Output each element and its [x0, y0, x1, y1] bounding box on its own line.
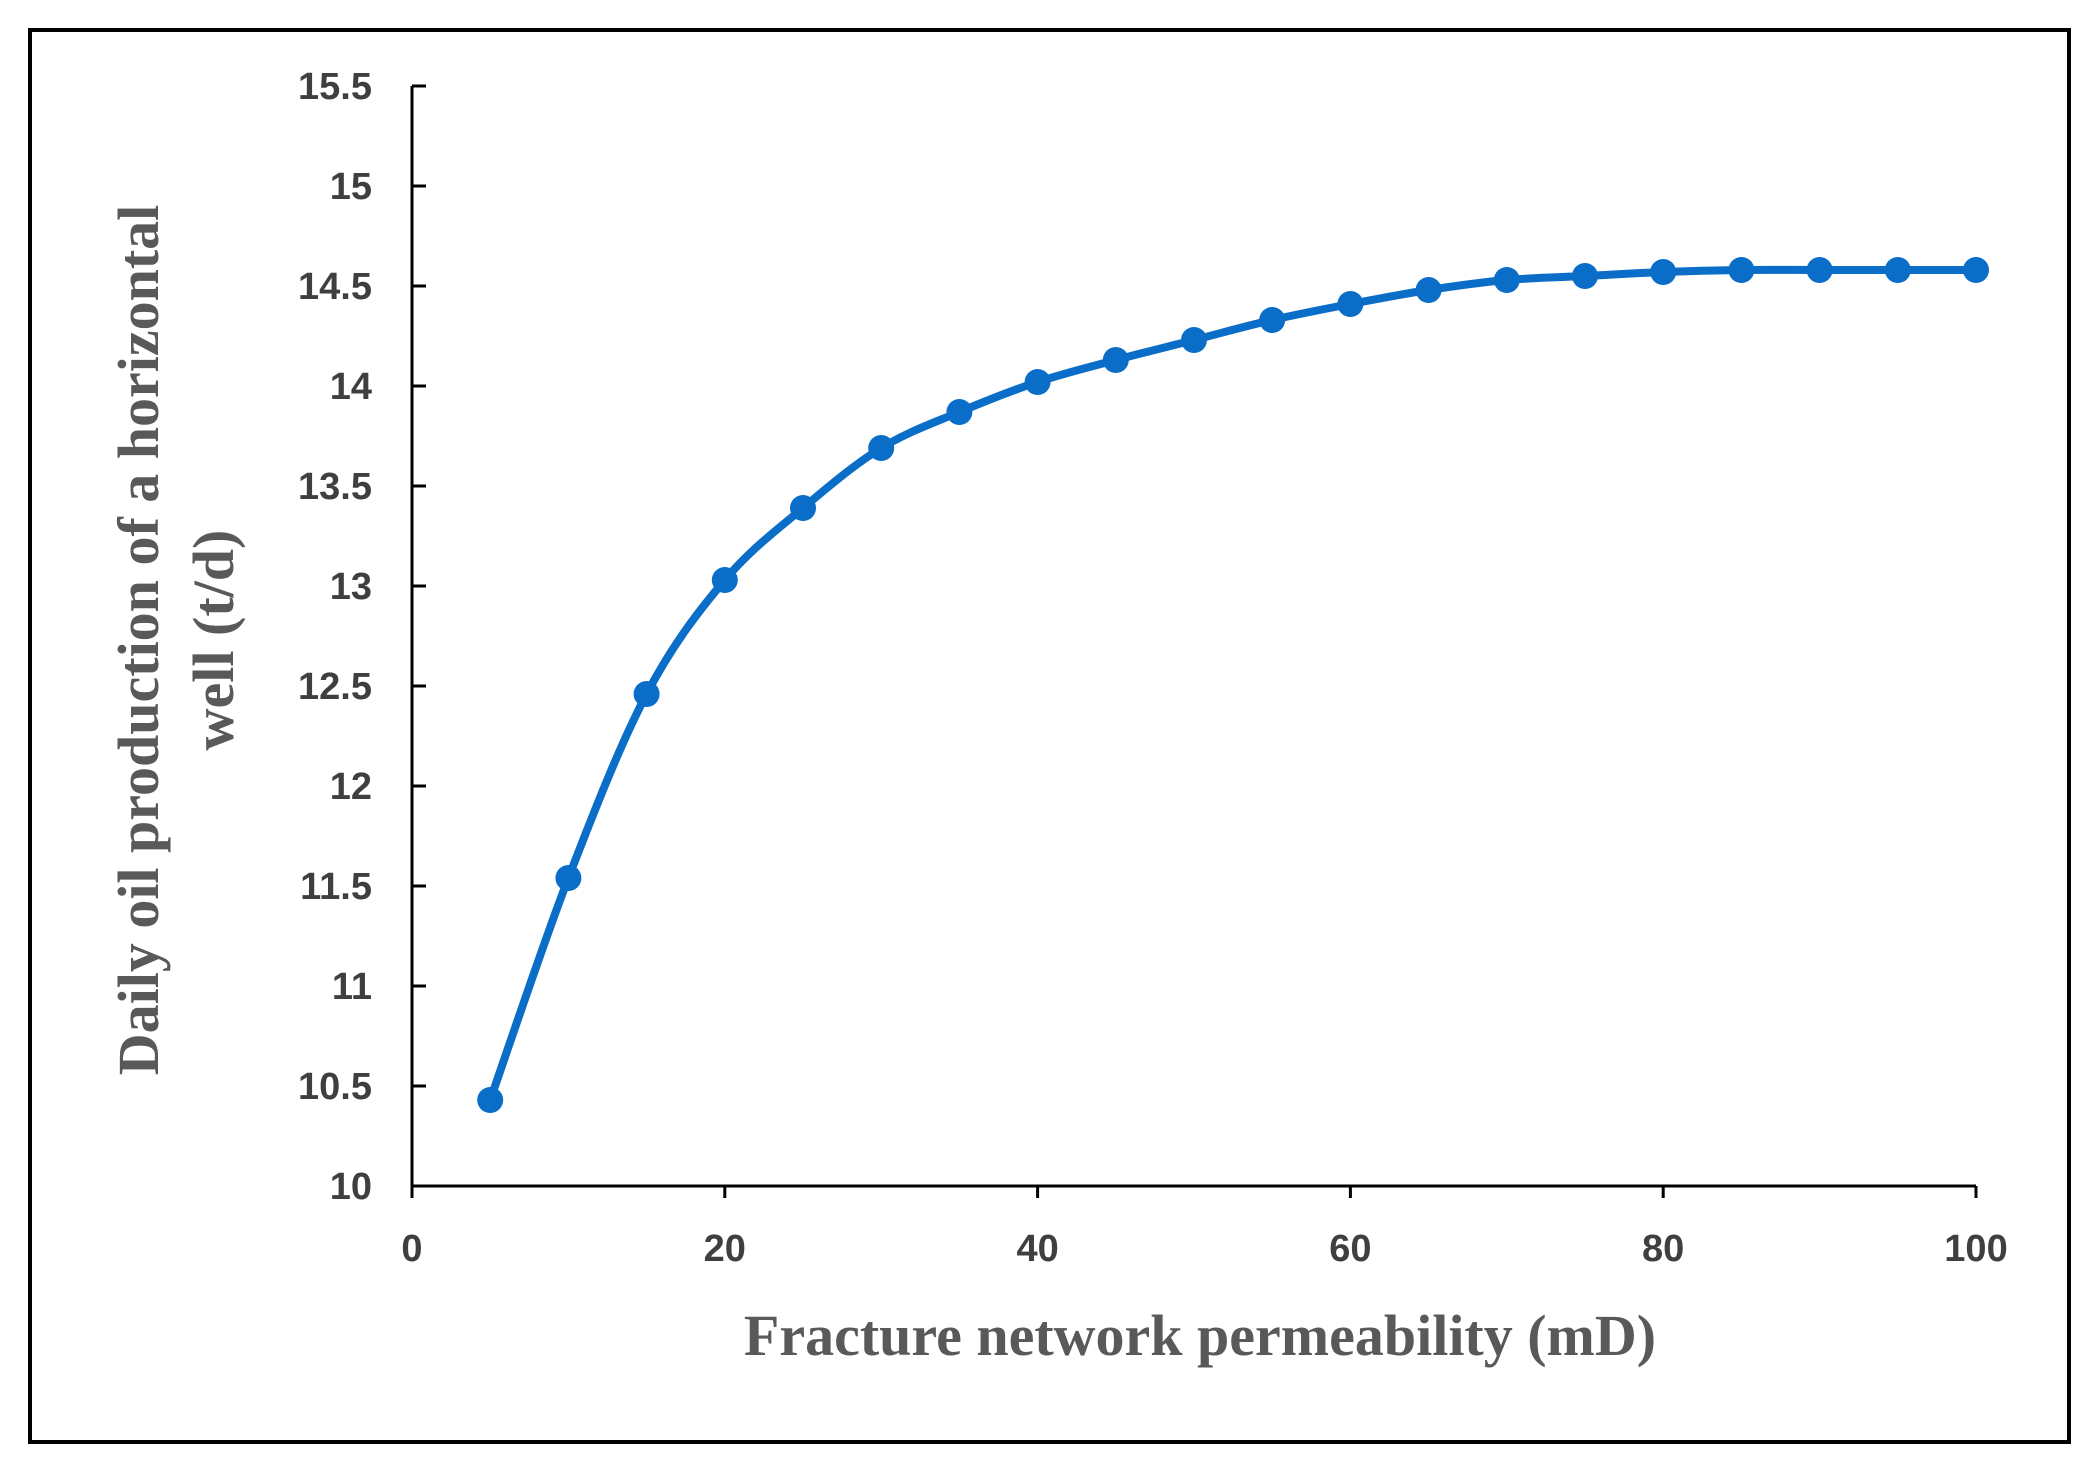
y-tick-label: 13.5: [298, 466, 372, 508]
data-point: [1493, 267, 1520, 293]
y-tick-label: 12: [330, 766, 372, 808]
y-tick-label: 15: [330, 166, 372, 208]
x-tick-label: 100: [1944, 1228, 2007, 1270]
data-point: [477, 1087, 504, 1113]
data-point: [1572, 263, 1598, 289]
axes: [410, 86, 1976, 1188]
data-point: [868, 435, 895, 461]
data-point: [1650, 259, 1677, 285]
data-point: [1963, 257, 1989, 283]
ticks: 10 10.5 11 11.5 12 12.5 13 13.5 14 14.5 15 15.5 0 20 4…: [298, 66, 2008, 1270]
data-point: [1181, 327, 1207, 353]
y-tick-label: 13: [330, 566, 372, 608]
data-point: [1337, 291, 1364, 317]
y-tick-label: 10: [330, 1166, 372, 1208]
y-tick-label: 12.5: [298, 666, 372, 708]
data-point: [1259, 307, 1286, 333]
data-point: [711, 567, 738, 593]
data-point: [555, 865, 582, 891]
y-axis-title-line-2: well (t/d): [181, 530, 246, 751]
data-point: [1884, 257, 1911, 283]
series-line: [486, 265, 1980, 1104]
y-tick-label: 11: [332, 966, 372, 1008]
x-tick-label: 60: [1329, 1228, 1371, 1270]
y-axis-title-line-1: Daily oil production of a horizontal: [106, 205, 171, 1076]
y-tick-label: 15.5: [298, 66, 372, 108]
outer-frame: [28, 28, 2071, 1444]
data-point: [1415, 277, 1442, 303]
data-point: [1728, 257, 1755, 283]
x-tick-label: 0: [401, 1228, 422, 1270]
y-axis-title: Daily oil production of a horizontal wel…: [106, 205, 246, 1076]
y-tick-label: 10.5: [298, 1066, 372, 1108]
x-tick-label: 80: [1642, 1228, 1684, 1270]
data-point: [633, 681, 660, 707]
x-axis-title: Fracture network permeability (mD): [744, 1303, 1656, 1368]
data-point: [1024, 369, 1051, 395]
x-tick-label: 40: [1016, 1228, 1058, 1270]
y-tick-label: 14.5: [298, 266, 372, 308]
series: [477, 257, 1989, 1113]
data-point: [1102, 347, 1129, 373]
data-point: [946, 399, 973, 425]
data-point: [1806, 257, 1833, 283]
y-tick-label: 14: [330, 366, 372, 408]
y-tick-label: 11.5: [300, 866, 372, 908]
x-tick-label: 20: [704, 1228, 746, 1270]
data-point: [790, 495, 816, 521]
